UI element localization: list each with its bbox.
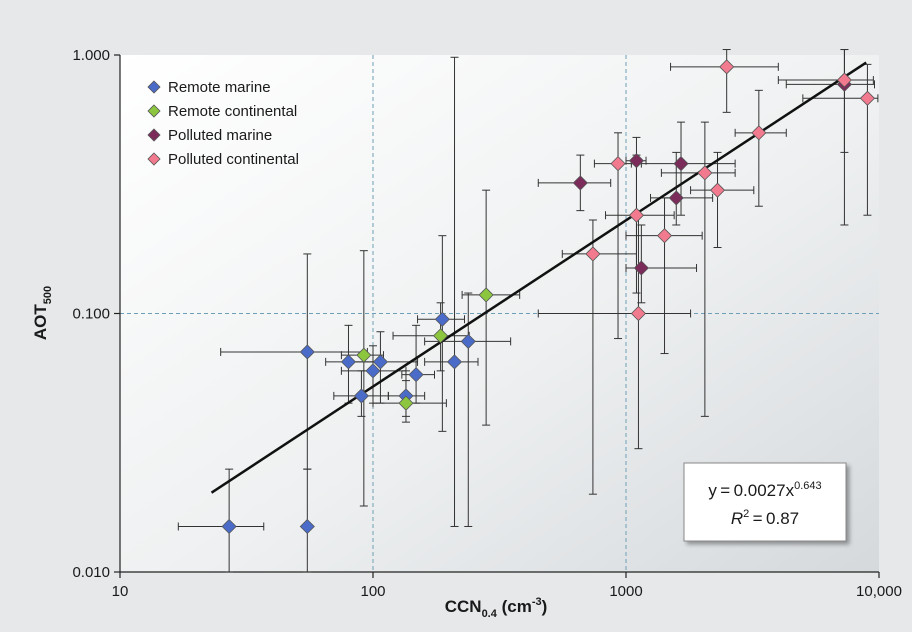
data-points bbox=[221, 59, 875, 535]
data-point bbox=[408, 367, 424, 383]
y-tick-label: 0.100 bbox=[72, 306, 110, 323]
x-tick-label: 100 bbox=[360, 583, 385, 600]
y-tick-label: 0.010 bbox=[72, 564, 110, 581]
data-point bbox=[709, 182, 726, 198]
legend-label: Remote marine bbox=[168, 79, 271, 96]
equation-box-frame bbox=[683, 462, 847, 542]
data-point bbox=[478, 287, 494, 303]
data-point bbox=[697, 165, 713, 181]
legend-label: Polluted marine bbox=[168, 127, 272, 144]
data-point bbox=[610, 156, 626, 172]
data-point bbox=[398, 395, 414, 411]
equation-line-1: y = 0.0027x0.643 bbox=[708, 480, 821, 500]
tick-labels: 10 100 1000 10,000 0.010 0.100 1.000 bbox=[72, 47, 901, 600]
data-point bbox=[365, 363, 381, 379]
legend-marker bbox=[147, 128, 161, 142]
data-point bbox=[372, 354, 388, 370]
data-point bbox=[446, 354, 463, 370]
data-point bbox=[433, 328, 449, 344]
data-point bbox=[751, 125, 767, 141]
equation-box: y = 0.0027x0.643 R2 = 0.87 bbox=[683, 462, 847, 542]
data-point bbox=[668, 190, 684, 206]
data-point bbox=[572, 175, 588, 191]
x-tick-label: 1000 bbox=[609, 583, 642, 600]
legend-label: Polluted continental bbox=[168, 151, 299, 168]
data-point bbox=[628, 207, 645, 223]
y-axis-label: AOT500 bbox=[31, 286, 54, 340]
data-point bbox=[633, 260, 649, 276]
data-point bbox=[434, 311, 450, 327]
legend-label: Remote continental bbox=[168, 103, 297, 120]
equation-line-2: R2 = 0.87 bbox=[731, 508, 799, 528]
data-point bbox=[836, 72, 852, 88]
x-axis-label: CCN0.4 (cm-3) bbox=[445, 596, 548, 620]
data-point bbox=[628, 153, 645, 169]
data-point bbox=[221, 518, 237, 535]
data-point bbox=[585, 246, 601, 262]
data-point bbox=[356, 347, 372, 363]
data-point bbox=[299, 518, 315, 535]
data-point bbox=[673, 156, 689, 172]
legend-marker bbox=[147, 104, 161, 118]
data-point bbox=[460, 333, 476, 349]
legend: Remote marine Remote continental Polluted … bbox=[147, 79, 299, 168]
grid-lines bbox=[120, 55, 879, 572]
x-tick-label: 10 bbox=[112, 583, 129, 600]
data-point bbox=[340, 354, 357, 370]
data-point bbox=[859, 90, 875, 106]
data-point bbox=[353, 388, 369, 404]
data-point bbox=[630, 305, 647, 322]
legend-marker bbox=[147, 152, 161, 166]
data-point bbox=[656, 228, 673, 244]
y-tick-label: 1.000 bbox=[72, 47, 110, 64]
data-point bbox=[719, 59, 735, 75]
x-tick-label: 10,000 bbox=[856, 583, 902, 600]
data-point bbox=[299, 344, 315, 360]
legend-marker bbox=[147, 80, 161, 94]
